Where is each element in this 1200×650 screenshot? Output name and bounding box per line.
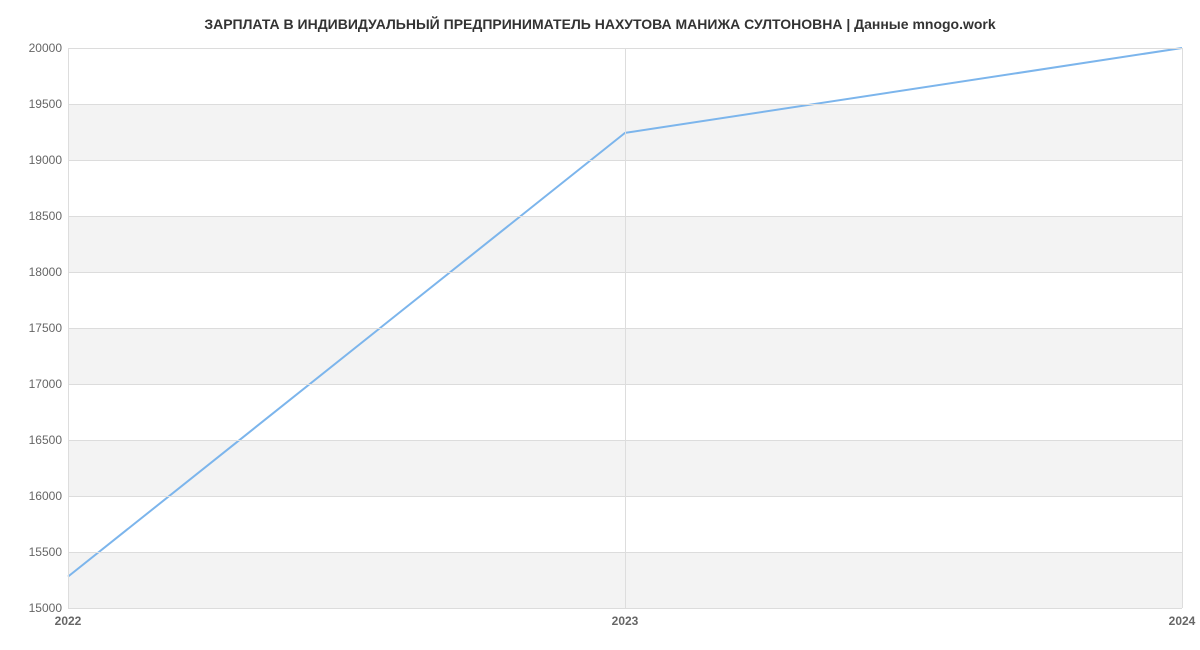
y-tick-label: 18000	[29, 265, 68, 279]
y-tick-label: 19500	[29, 97, 68, 111]
y-tick-label: 16000	[29, 489, 68, 503]
y-tick-label: 19000	[29, 153, 68, 167]
x-gridline	[625, 48, 626, 608]
x-gridline	[68, 48, 69, 608]
x-tick-label: 2022	[55, 608, 82, 628]
y-tick-label: 17500	[29, 321, 68, 335]
x-tick-label: 2024	[1169, 608, 1196, 628]
x-tick-label: 2023	[612, 608, 639, 628]
chart-title: ЗАРПЛАТА В ИНДИВИДУАЛЬНЫЙ ПРЕДПРИНИМАТЕЛ…	[0, 0, 1200, 40]
salary-line-chart: ЗАРПЛАТА В ИНДИВИДУАЛЬНЫЙ ПРЕДПРИНИМАТЕЛ…	[0, 0, 1200, 650]
y-tick-label: 20000	[29, 41, 68, 55]
plot-area: 1500015500160001650017000175001800018500…	[68, 48, 1182, 608]
y-tick-label: 16500	[29, 433, 68, 447]
y-tick-label: 15500	[29, 545, 68, 559]
x-gridline	[1182, 48, 1183, 608]
y-tick-label: 17000	[29, 377, 68, 391]
y-tick-label: 18500	[29, 209, 68, 223]
